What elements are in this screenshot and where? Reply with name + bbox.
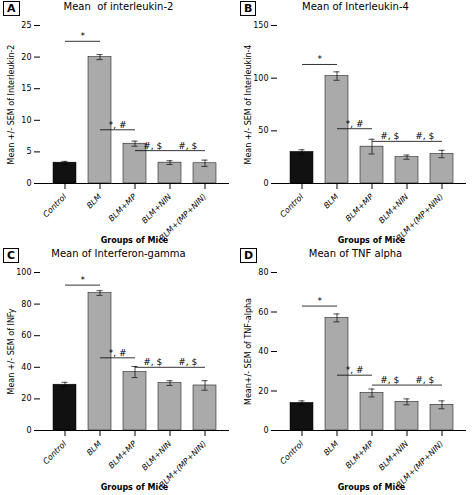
svg-text:BLM+NIN: BLM+NIN <box>140 439 173 472</box>
svg-text:50: 50 <box>258 126 268 135</box>
svg-text:#, $: #, $ <box>415 131 434 141</box>
svg-text:*, #: *, # <box>109 120 127 130</box>
html-text:Groups of Mice: Groups of Mice <box>337 236 406 245</box>
svg-text:*: * <box>80 31 85 41</box>
svg-text:80: 80 <box>21 300 31 309</box>
html-text:Mean of TNF alpha: Mean of TNF alpha <box>308 248 403 259</box>
svg-text:Control: Control <box>41 192 68 219</box>
svg-text:*, #: *, # <box>346 365 364 375</box>
svg-text:#, $: #, $ <box>380 131 399 141</box>
svg-text:10: 10 <box>21 116 31 125</box>
html-text:Groups of Mice: Groups of Mice <box>100 236 169 245</box>
svg-text:BLM+(MP+NIN): BLM+(MP+NIN) <box>158 439 209 490</box>
svg-text:*: * <box>317 54 322 64</box>
svg-text:100: 100 <box>16 268 31 277</box>
svg-text:BLM+MP: BLM+MP <box>107 192 138 223</box>
svg-text:BLM+(MP+NIN): BLM+(MP+NIN) <box>158 192 209 243</box>
svg-text:*, #: *, # <box>109 348 127 358</box>
svg-text:BLM: BLM <box>85 439 103 457</box>
svg-text:BLM: BLM <box>322 192 340 210</box>
svg-text:Mean +/- SEM of Interleukin-2: Mean +/- SEM of Interleukin-2 <box>7 45 16 165</box>
svg-text:*: * <box>317 296 322 306</box>
svg-text:#, $: #, $ <box>143 141 162 151</box>
svg-text:BLM+(MP+NIN): BLM+(MP+NIN) <box>395 192 446 243</box>
svg-text:150: 150 <box>253 21 268 30</box>
html-text:Mean of Interferon-gamma: Mean of Interferon-gamma <box>51 248 186 259</box>
html-text:D: D <box>244 249 254 262</box>
svg-text:Mean +/- SEM of Interleukin-4: Mean +/- SEM of Interleukin-4 <box>244 45 253 165</box>
svg-text:#, $: #, $ <box>178 141 197 151</box>
svg-text:BLM: BLM <box>322 439 340 457</box>
svg-text:20: 20 <box>258 387 268 396</box>
svg-text:BLM+MP: BLM+MP <box>344 192 375 223</box>
html-text:B: B <box>244 2 253 15</box>
svg-text:60: 60 <box>21 331 31 340</box>
svg-text:0: 0 <box>26 426 31 435</box>
svg-text:25: 25 <box>21 21 31 30</box>
svg-text:BLM: BLM <box>85 192 103 210</box>
svg-text:#, $: #, $ <box>178 357 197 367</box>
svg-text:BLM+NIN: BLM+NIN <box>377 439 410 472</box>
svg-text:#, $: #, $ <box>415 375 434 385</box>
svg-text:#, $: #, $ <box>380 375 399 385</box>
svg-text:BLM+NIN: BLM+NIN <box>140 192 173 225</box>
svg-text:Control: Control <box>41 439 68 466</box>
svg-text:BLM+MP: BLM+MP <box>344 439 375 470</box>
svg-text:20: 20 <box>21 394 31 403</box>
svg-text:60: 60 <box>258 308 268 317</box>
html-text:Groups of Mice: Groups of Mice <box>100 483 169 492</box>
svg-text:0: 0 <box>263 426 268 435</box>
svg-text:Mean +/- SEM of INFy: Mean +/- SEM of INFy <box>7 308 16 394</box>
svg-text:15: 15 <box>21 84 31 93</box>
html-text:Mean of interleukin-2: Mean of interleukin-2 <box>63 1 174 12</box>
svg-text:80: 80 <box>258 268 268 277</box>
html-text:Groups of Mice: Groups of Mice <box>337 483 406 492</box>
svg-text:0: 0 <box>26 179 31 188</box>
svg-text:#, $: #, $ <box>143 357 162 367</box>
svg-text:0: 0 <box>263 179 268 188</box>
svg-text:*: * <box>80 275 85 285</box>
svg-text:Control: Control <box>278 192 305 219</box>
svg-text:BLM+MP: BLM+MP <box>107 439 138 470</box>
html-text:Mean of Interleukin-4: Mean of Interleukin-4 <box>302 1 409 12</box>
svg-text:20: 20 <box>21 53 31 62</box>
svg-text:100: 100 <box>253 74 268 83</box>
html-text:C: C <box>7 249 16 262</box>
svg-text:40: 40 <box>21 363 31 372</box>
svg-text:5: 5 <box>26 147 31 156</box>
svg-text:*, #: *, # <box>346 119 364 129</box>
html-text:A: A <box>7 2 16 15</box>
svg-text:40: 40 <box>258 347 268 356</box>
svg-text:BLM+NIN: BLM+NIN <box>377 192 410 225</box>
svg-text:Control: Control <box>278 439 305 466</box>
svg-text:Mean+/- SEM of TNF-alpha: Mean+/- SEM of TNF-alpha <box>244 298 253 405</box>
svg-text:BLM+(MP+NIN): BLM+(MP+NIN) <box>395 439 446 490</box>
